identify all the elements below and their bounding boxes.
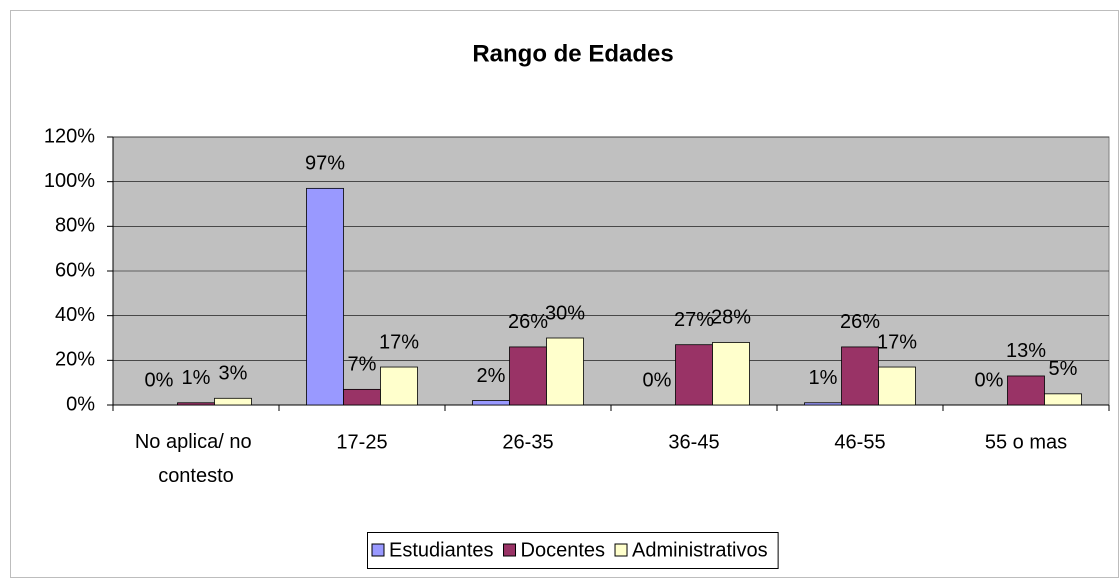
data-label: 26% bbox=[508, 311, 548, 333]
data-label: 1% bbox=[809, 367, 838, 389]
y-tick-label: 0% bbox=[66, 393, 95, 415]
y-tick-label: 40% bbox=[55, 304, 95, 326]
y-tick-label: 60% bbox=[55, 259, 95, 281]
legend-swatch bbox=[614, 543, 628, 557]
data-label: 28% bbox=[711, 307, 751, 329]
bar bbox=[804, 402, 842, 406]
bar bbox=[380, 366, 418, 406]
bar bbox=[509, 346, 547, 406]
y-tick-label: 80% bbox=[55, 215, 95, 237]
legend-swatch bbox=[503, 543, 517, 557]
data-label: 13% bbox=[1006, 340, 1046, 362]
data-label: 1% bbox=[182, 367, 211, 389]
data-label: 26% bbox=[840, 311, 880, 333]
data-label: 27% bbox=[674, 309, 714, 331]
y-tick-label: 20% bbox=[55, 349, 95, 371]
x-tick-label: 17-25 bbox=[336, 431, 387, 453]
data-label: 0% bbox=[643, 369, 672, 391]
bar bbox=[546, 337, 584, 406]
x-tick-label: No aplica/ no contesto bbox=[135, 431, 257, 487]
data-label: 2% bbox=[477, 365, 506, 387]
bar bbox=[306, 187, 344, 406]
data-label: 30% bbox=[545, 302, 585, 324]
y-tick-label: 120% bbox=[44, 125, 95, 147]
bar bbox=[712, 342, 750, 406]
x-tick-label: 46-55 bbox=[834, 431, 885, 453]
bar bbox=[675, 344, 713, 406]
bar bbox=[214, 397, 252, 406]
x-tick-label: 55 o mas bbox=[985, 431, 1067, 453]
data-label: 3% bbox=[219, 363, 248, 385]
data-label: 17% bbox=[877, 331, 917, 353]
legend-label: Estudiantes bbox=[389, 539, 494, 561]
legend-box bbox=[367, 532, 779, 569]
data-label: 97% bbox=[305, 153, 345, 175]
data-label: 0% bbox=[975, 369, 1004, 391]
bar bbox=[472, 400, 510, 406]
data-label: 17% bbox=[379, 331, 419, 353]
bar bbox=[343, 388, 381, 406]
y-tick-label: 100% bbox=[44, 170, 95, 192]
bar bbox=[841, 346, 879, 406]
data-label: 0% bbox=[145, 369, 174, 391]
x-tick-label: 26-35 bbox=[502, 431, 553, 453]
legend-swatch bbox=[371, 543, 385, 557]
bar bbox=[1007, 375, 1045, 406]
bar bbox=[1044, 393, 1082, 406]
data-label: 7% bbox=[348, 354, 377, 376]
legend-label: Administrativos bbox=[632, 539, 768, 561]
data-label: 5% bbox=[1049, 358, 1078, 380]
bar bbox=[878, 366, 916, 406]
chart-title: Rango de Edades bbox=[472, 40, 673, 67]
bar bbox=[177, 402, 215, 406]
x-tick-label: 36-45 bbox=[668, 431, 719, 453]
legend-label: Docentes bbox=[521, 539, 606, 561]
